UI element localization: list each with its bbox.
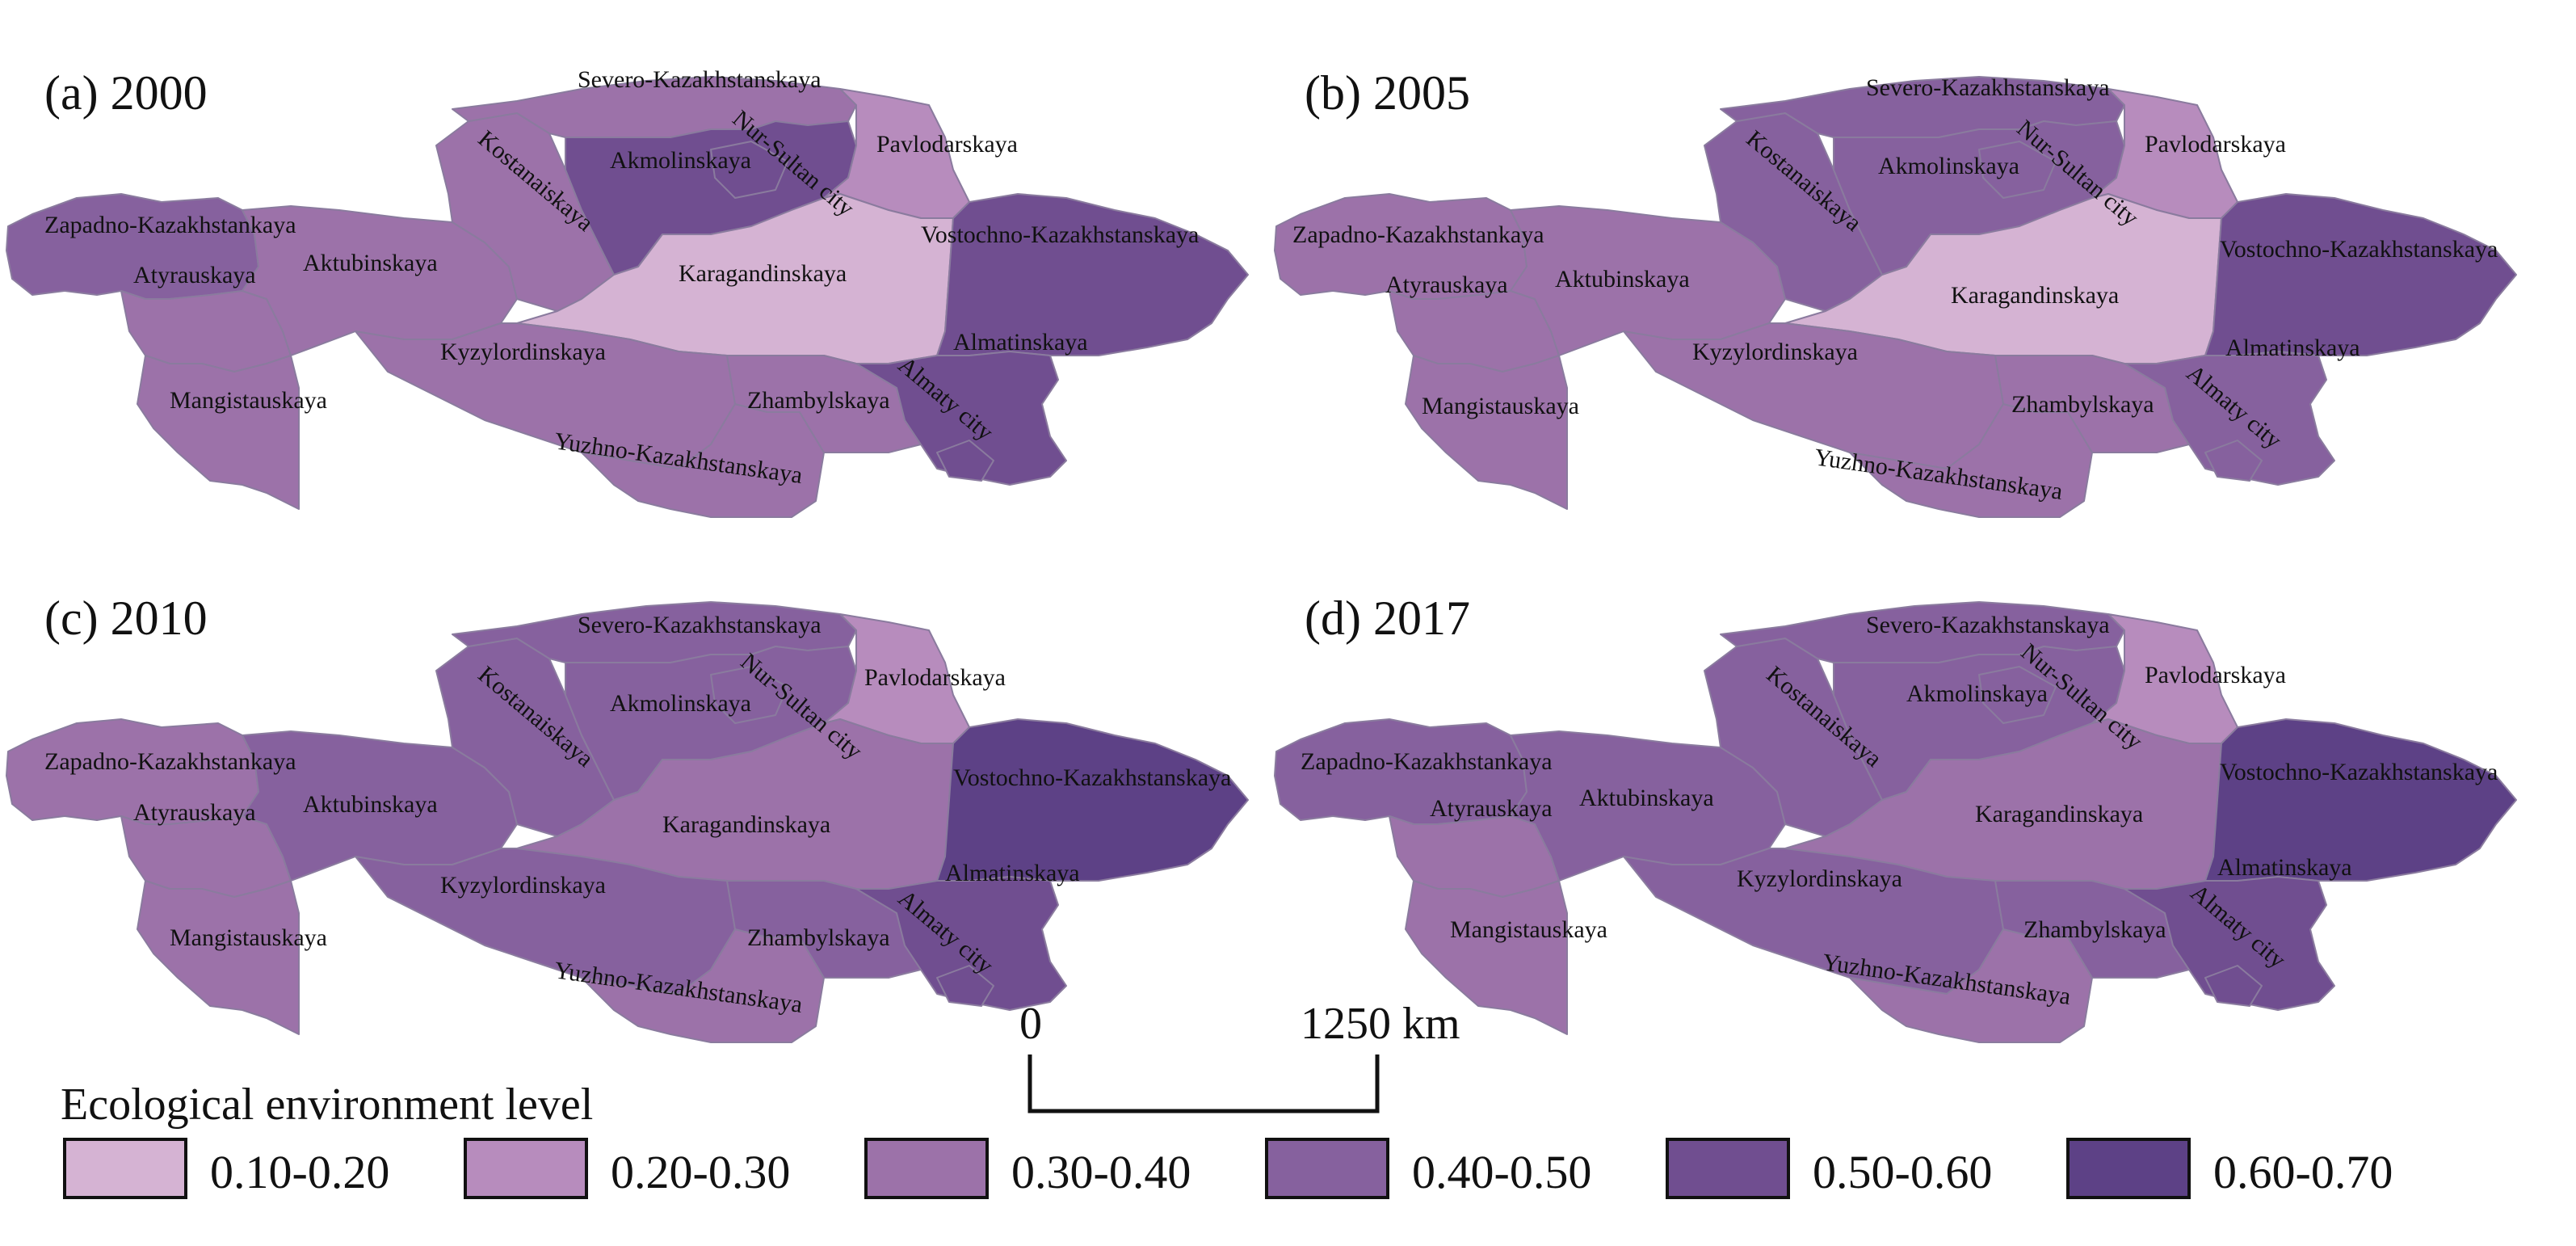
- label-atyrau: Atyrauskaya: [1430, 795, 1553, 822]
- map-panel-2000: [6, 76, 1249, 518]
- legend-swatch: [2066, 1138, 2191, 1199]
- legend-label: 0.20-0.30: [611, 1146, 790, 1198]
- label-akmol: Akmolinskaya: [610, 690, 751, 717]
- label-severo: Severo-Kazakhstanskaya: [578, 612, 822, 638]
- label-aktubinsk: Aktubinskaya: [1555, 266, 1690, 293]
- scale-bar-line: [1027, 1054, 1380, 1113]
- label-pavlodar: Pavlodarskaya: [2145, 662, 2286, 688]
- label-severo: Severo-Kazakhstanskaya: [1866, 74, 2110, 101]
- label-mangistau: Mangistauskaya: [170, 387, 327, 414]
- label-akmol: Akmolinskaya: [1878, 153, 2019, 179]
- label-kyzylorda: Kyzylordinskaya: [440, 872, 606, 899]
- legend-swatch: [464, 1138, 588, 1199]
- region-nursultan: [710, 666, 788, 724]
- region-nursultan: [1978, 666, 2057, 724]
- region-mangistau: [137, 355, 300, 510]
- panel-title-c: (c) 2010: [44, 591, 208, 645]
- label-zhambyl: Zhambylskaya: [747, 387, 890, 414]
- legend-swatch: [63, 1138, 187, 1199]
- map-panel-2010: [6, 601, 1249, 1043]
- label-kyzylorda: Kyzylordinskaya: [1692, 339, 1858, 365]
- label-atyrau: Atyrauskaya: [1385, 272, 1508, 298]
- region-yuzhno: [1849, 403, 2093, 518]
- region-vostochno: [936, 718, 1249, 882]
- legend-swatch: [1265, 1138, 1389, 1199]
- region-almatinsk: [855, 351, 1067, 486]
- panel-title-b: (b) 2005: [1305, 66, 1470, 120]
- scale-end-label: 1250 km: [1301, 999, 1460, 1049]
- label-zapadno: Zapadno-Kazakhstankaya: [44, 748, 296, 775]
- label-aktubinsk: Aktubinskaya: [1579, 785, 1714, 811]
- label-vostochno: Vostochno-Kazakhstanskaya: [2220, 759, 2498, 785]
- legend-label: 0.40-0.50: [1412, 1146, 1591, 1198]
- labels-panel-d: Severo-Kazakhstanskaya Akmolinskaya Nur-…: [1301, 612, 2498, 1010]
- region-yuzhno: [581, 403, 825, 518]
- label-akmol: Akmolinskaya: [610, 147, 751, 174]
- label-karaganda: Karagandinskaya: [662, 811, 830, 838]
- region-mangistau: [1405, 355, 1568, 510]
- label-vostochno: Vostochno-Kazakhstanskaya: [2220, 236, 2498, 263]
- panel-title-d: (d) 2017: [1305, 591, 1470, 645]
- region-yuzhno: [1849, 928, 2093, 1043]
- legend-swatch: [864, 1138, 989, 1199]
- label-vostochno: Vostochno-Kazakhstanskaya: [953, 764, 1231, 791]
- label-atyrau: Atyrauskaya: [133, 262, 256, 288]
- region-nursultan: [710, 141, 788, 199]
- region-mangistau: [137, 880, 300, 1035]
- label-vostochno: Vostochno-Kazakhstanskaya: [921, 221, 1199, 248]
- label-mangistau: Mangistauskaya: [170, 924, 327, 951]
- region-almatinsk: [2124, 351, 2335, 486]
- map-panel-2005: [1274, 76, 2517, 518]
- label-zhambyl: Zhambylskaya: [2023, 916, 2166, 943]
- label-zapadno: Zapadno-Kazakhstankaya: [44, 212, 296, 238]
- scale-start-label: 0: [1019, 999, 1042, 1049]
- scale-bar: 0 1250 km: [1019, 999, 1460, 1113]
- region-mangistau: [1405, 880, 1568, 1035]
- label-kyzylorda: Kyzylordinskaya: [440, 339, 606, 365]
- label-zapadno: Zapadno-Kazakhstankaya: [1301, 748, 1553, 775]
- label-mangistau: Mangistauskaya: [1422, 393, 1579, 419]
- label-mangistau: Mangistauskaya: [1450, 916, 1607, 943]
- legend-label: 0.30-0.40: [1011, 1146, 1191, 1198]
- label-kyzylorda: Kyzylordinskaya: [1737, 865, 1902, 892]
- legend-label: 0.60-0.70: [2213, 1146, 2393, 1198]
- legend-label: 0.10-0.20: [210, 1146, 389, 1198]
- label-pavlodar: Pavlodarskaya: [876, 131, 1018, 158]
- region-almatycity: [2204, 965, 2263, 1007]
- label-pavlodar: Pavlodarskaya: [864, 664, 1006, 691]
- label-almatinsk: Almatinskaya: [2217, 854, 2352, 881]
- region-yuzhno: [581, 928, 825, 1043]
- label-zapadno: Zapadno-Kazakhstankaya: [1292, 221, 1544, 248]
- label-almatinsk: Almatinskaya: [2225, 335, 2360, 361]
- label-karaganda: Karagandinskaya: [1975, 801, 2143, 827]
- label-severo: Severo-Kazakhstanskaya: [578, 66, 822, 93]
- legend-swatch: [1666, 1138, 1790, 1199]
- region-almatycity: [936, 440, 994, 482]
- label-pavlodar: Pavlodarskaya: [2145, 131, 2286, 158]
- label-severo: Severo-Kazakhstanskaya: [1866, 612, 2110, 638]
- region-almatinsk: [855, 876, 1067, 1011]
- label-aktubinsk: Aktubinskaya: [303, 791, 438, 818]
- label-zhambyl: Zhambylskaya: [747, 924, 890, 951]
- panel-title-a: (a) 2000: [44, 66, 208, 120]
- label-akmol: Akmolinskaya: [1906, 680, 2048, 707]
- label-almatinsk: Almatinskaya: [945, 860, 1080, 886]
- region-nursultan: [1978, 141, 2057, 199]
- label-atyrau: Atyrauskaya: [133, 799, 256, 826]
- region-almatycity: [936, 965, 994, 1007]
- label-zhambyl: Zhambylskaya: [2011, 391, 2154, 418]
- label-karaganda: Karagandinskaya: [1951, 282, 2119, 309]
- map-panel-2017: [1274, 601, 2517, 1043]
- label-aktubinsk: Aktubinskaya: [303, 250, 438, 276]
- legend-title: Ecological environment level: [61, 1080, 593, 1130]
- label-karaganda: Karagandinskaya: [679, 260, 847, 287]
- legend-label: 0.50-0.60: [1813, 1146, 1992, 1198]
- legend: Ecological environment level 0.10-0.20 0.…: [61, 1080, 2393, 1199]
- region-almatycity: [2204, 440, 2263, 482]
- label-almatinsk: Almatinskaya: [953, 329, 1088, 356]
- region-vostochno: [2204, 193, 2517, 356]
- region-almatinsk: [2124, 876, 2335, 1011]
